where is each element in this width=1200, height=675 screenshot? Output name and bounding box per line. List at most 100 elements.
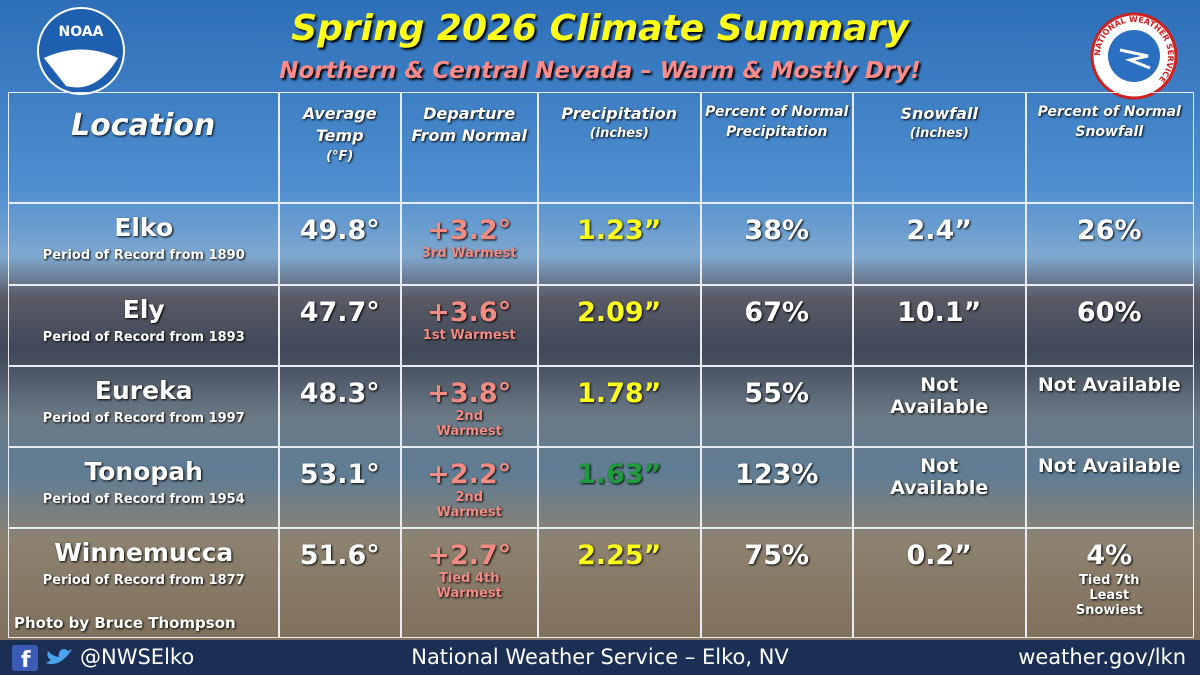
- pct-precip: 75%: [744, 540, 810, 571]
- rank: 2nd Warmest: [436, 409, 502, 439]
- header-text: Percent of Normal Precipitation: [705, 104, 849, 140]
- snow: Not Available: [890, 455, 989, 499]
- pct-precip-cell: 38%: [700, 202, 854, 286]
- header-text: Departure From Normal: [411, 104, 528, 146]
- rank: 3rd Warmest: [421, 246, 517, 261]
- record-period: Period of Record from 1890: [42, 248, 245, 263]
- svg-text:f: f: [21, 648, 31, 671]
- pct-snow-cell: Not Available: [1025, 446, 1194, 529]
- header-unit: (inches): [589, 126, 649, 142]
- location-cell: Winnemucca Period of Record from 1877: [8, 527, 280, 638]
- departure-cell: +2.2° 2nd Warmest: [400, 446, 539, 529]
- header-text: Average Temp: [302, 104, 377, 146]
- snow-cell: 2.4”: [852, 202, 1027, 286]
- precip: 2.25”: [577, 540, 662, 571]
- departure: +3.2°: [427, 215, 512, 246]
- snow: 10.1”: [897, 297, 982, 328]
- record-period: Period of Record from 1997: [42, 411, 245, 426]
- pct-snow: Not Available: [1037, 374, 1181, 396]
- avg-temp: 51.6°: [299, 540, 380, 571]
- departure-cell: +2.7° Tied 4th Warmest: [400, 527, 539, 638]
- pct-snow: Not Available: [1037, 455, 1181, 477]
- location-cell: Elko Period of Record from 1890: [8, 202, 280, 286]
- snow-cell: Not Available: [852, 446, 1027, 529]
- record-period: Period of Record from 1877: [42, 573, 245, 588]
- avg-temp: 48.3°: [299, 378, 380, 409]
- precip-cell: 1.78”: [537, 365, 702, 448]
- location: Tonopah: [84, 457, 203, 486]
- snow: 0.2”: [906, 540, 973, 571]
- pct-snow: 4%: [1086, 540, 1133, 571]
- header-text: Precipitation: [561, 104, 678, 123]
- pct-precip-cell: 75%: [700, 527, 854, 638]
- temp-cell: 48.3°: [278, 365, 402, 448]
- rank: 1st Warmest: [422, 328, 516, 343]
- photo-credit: Photo by Bruce Thompson: [14, 614, 236, 632]
- column-header: Departure From Normal: [400, 92, 539, 204]
- noaa-text: NOAA: [59, 24, 104, 40]
- pct-snow: 60%: [1076, 297, 1142, 328]
- snow-cell: 10.1”: [852, 284, 1027, 367]
- social-icons: f: [12, 645, 72, 671]
- pct-precip: 38%: [744, 215, 810, 246]
- pct-snow-cell: 4% Tied 7th Least Snowiest: [1025, 527, 1194, 638]
- departure-cell: +3.6° 1st Warmest: [400, 284, 539, 367]
- column-header: Snowfall (inches): [852, 92, 1027, 204]
- header-text: Percent of Normal Snowfall: [1037, 104, 1181, 140]
- header-unit: (°F): [326, 148, 354, 164]
- pct-snow-cell: Not Available: [1025, 365, 1194, 448]
- pct-snow-cell: 60%: [1025, 284, 1194, 367]
- pct-snow-cell: 26%: [1025, 202, 1194, 286]
- url: weather.gov/lkn: [1018, 645, 1186, 669]
- temp-cell: 47.7°: [278, 284, 402, 367]
- precip-cell: 2.25”: [537, 527, 702, 638]
- subtitle: Northern & Central Nevada – Warm & Mostl…: [279, 58, 921, 84]
- location-cell: Ely Period of Record from 1893: [8, 284, 280, 367]
- snow-note: Tied 7th Least Snowiest: [1075, 573, 1143, 618]
- pct-snow: 26%: [1076, 215, 1142, 246]
- precip: 1.78”: [577, 378, 662, 409]
- column-header: Location: [8, 92, 280, 204]
- snow-cell: Not Available: [852, 365, 1027, 448]
- header-text: Snowfall: [900, 104, 978, 123]
- location-cell: Tonopah Period of Record from 1954: [8, 446, 280, 529]
- departure: +2.2°: [427, 459, 512, 490]
- departure: +3.8°: [427, 378, 512, 409]
- temp-cell: 53.1°: [278, 446, 402, 529]
- column-header: Percent of Normal Precipitation: [700, 92, 854, 204]
- avg-temp: 49.8°: [299, 215, 380, 246]
- location-cell: Eureka Period of Record from 1997: [8, 365, 280, 448]
- departure-cell: +3.2° 3rd Warmest: [400, 202, 539, 286]
- snow: 2.4”: [906, 215, 973, 246]
- departure-cell: +3.8° 2nd Warmest: [400, 365, 539, 448]
- header-text: Location: [71, 108, 216, 143]
- temp-cell: 49.8°: [278, 202, 402, 286]
- pct-precip: 55%: [744, 378, 810, 409]
- column-header: Precipitation (inches): [537, 92, 702, 204]
- nws-logo: NATIONAL WEATHER SERVICE: [1090, 12, 1178, 100]
- precip: 1.63”: [577, 459, 662, 490]
- location: Winnemucca: [54, 538, 234, 567]
- handle: @NWSElko: [80, 645, 195, 669]
- record-period: Period of Record from 1954: [42, 492, 245, 507]
- header-unit: (inches): [909, 126, 969, 142]
- footer-center: National Weather Service – Elko, NV: [411, 645, 789, 669]
- pct-precip-cell: 67%: [700, 284, 854, 367]
- pct-precip: 123%: [735, 459, 819, 490]
- precip: 2.09”: [577, 297, 662, 328]
- title: Spring 2026 Climate Summary: [291, 8, 909, 49]
- precip-cell: 1.63”: [537, 446, 702, 529]
- precip-cell: 1.23”: [537, 202, 702, 286]
- column-header: Average Temp (°F): [278, 92, 402, 204]
- departure: +2.7°: [427, 540, 512, 571]
- location: Elko: [114, 213, 174, 242]
- noaa-logo: NOAA: [37, 7, 125, 95]
- rank: Tied 4th Warmest: [436, 571, 502, 601]
- avg-temp: 53.1°: [299, 459, 380, 490]
- location: Ely: [122, 295, 165, 324]
- snow-cell: 0.2”: [852, 527, 1027, 638]
- footer: f @NWSElko National Weather Service – El…: [0, 640, 1200, 675]
- snow: Not Available: [890, 374, 989, 418]
- precip: 1.23”: [577, 215, 662, 246]
